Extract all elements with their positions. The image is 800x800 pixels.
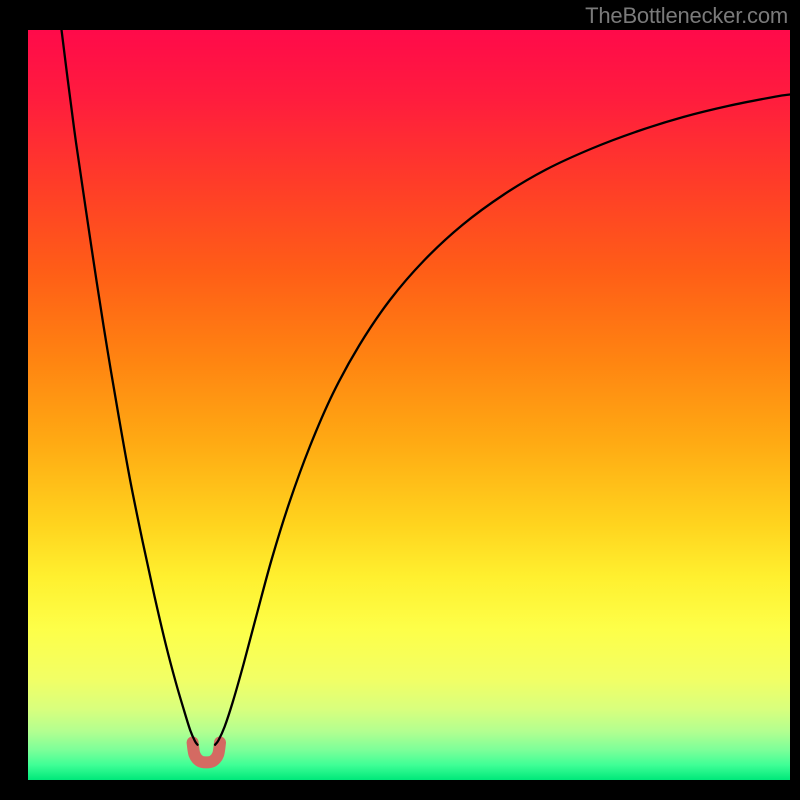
- watermark-source-label: TheBottlenecker.com: [585, 3, 788, 29]
- chart-plot-area: [28, 30, 790, 780]
- chart-background-gradient: [28, 30, 790, 780]
